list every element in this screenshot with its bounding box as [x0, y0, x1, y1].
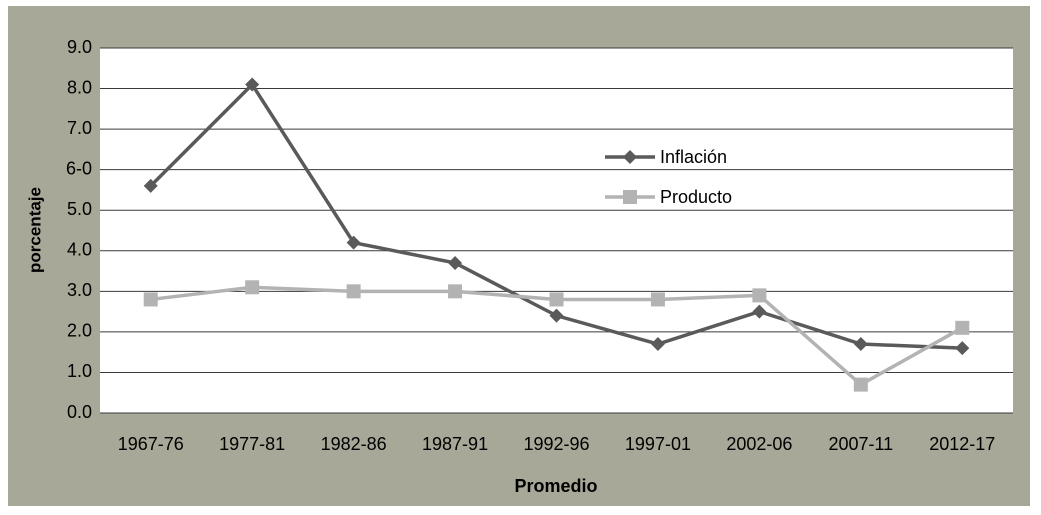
- y-tick-label: 4.0: [67, 240, 92, 260]
- legend-label: Producto: [660, 187, 732, 207]
- y-tick-label: 1.0: [67, 361, 92, 381]
- data-point: [752, 304, 767, 319]
- x-tick-label: 1992-96: [523, 434, 589, 454]
- x-tick-label: 2012-17: [929, 434, 995, 454]
- y-tick-label: 6-0: [66, 158, 92, 178]
- data-point: [448, 284, 463, 299]
- data-point: [448, 255, 463, 270]
- x-tick-label: 2002-06: [726, 434, 792, 454]
- legend-marker: [623, 190, 637, 204]
- legend-marker: [623, 150, 637, 164]
- data-point: [955, 341, 970, 356]
- data-point: [853, 337, 868, 352]
- data-point: [650, 337, 665, 352]
- y-tick-label: 8.0: [67, 77, 92, 97]
- y-tick-label: 5.0: [67, 199, 92, 219]
- x-tick-label: 1977-81: [219, 434, 285, 454]
- data-point: [245, 77, 260, 92]
- data-point: [245, 280, 260, 295]
- data-point: [143, 178, 158, 193]
- legend-label: Inflación: [660, 147, 727, 167]
- y-tick-label: 0.0: [67, 402, 92, 422]
- x-axis-label: Promedio: [514, 476, 597, 496]
- data-point: [346, 284, 361, 299]
- data-point: [549, 308, 564, 323]
- data-point: [549, 292, 564, 307]
- data-point: [752, 288, 767, 303]
- data-point: [346, 235, 361, 250]
- x-tick-label: 1987-91: [422, 434, 488, 454]
- data-point: [955, 320, 970, 335]
- data-point: [650, 292, 665, 307]
- y-tick-label: 9.0: [67, 37, 92, 57]
- x-tick-label: 2007-11: [828, 434, 893, 454]
- y-axis-label: porcentaje: [25, 187, 44, 273]
- x-tick-label: 1997-01: [625, 434, 691, 454]
- y-tick-label: 7.0: [67, 118, 92, 138]
- y-tick-label: 2.0: [67, 321, 92, 341]
- data-point: [853, 377, 868, 392]
- y-tick-label: 3.0: [67, 280, 92, 300]
- x-tick-label: 1982-86: [321, 434, 387, 454]
- plot-area: [100, 48, 1013, 413]
- data-point: [143, 292, 158, 307]
- x-tick-label: 1967-76: [118, 434, 184, 454]
